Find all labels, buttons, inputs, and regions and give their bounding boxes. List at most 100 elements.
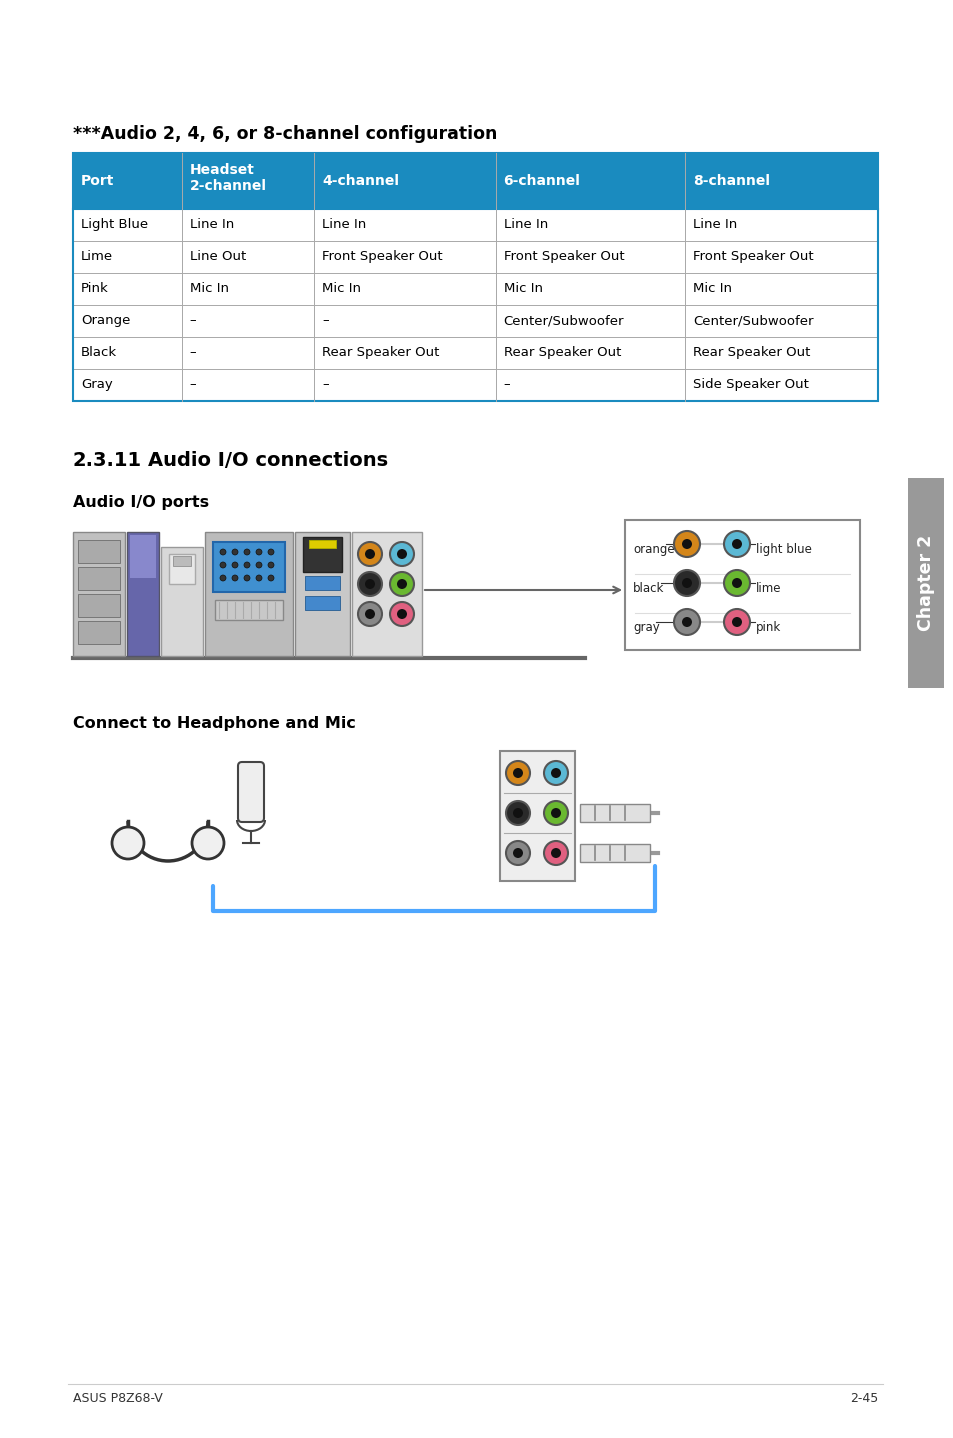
Bar	[352, 532, 421, 656]
Bar	[907, 477, 943, 687]
Text: Connect to Headphone and Mic: Connect to Headphone and Mic	[73, 716, 355, 731]
Circle shape	[357, 572, 381, 595]
Text: Rear Speaker Out: Rear Speaker Out	[692, 347, 809, 360]
Circle shape	[551, 808, 560, 818]
Text: Line In: Line In	[692, 219, 737, 232]
Bar	[181, 209, 314, 242]
Text: ASUS P8Z68-V: ASUS P8Z68-V	[73, 1392, 163, 1405]
Circle shape	[232, 575, 237, 581]
Circle shape	[390, 603, 414, 626]
Bar	[309, 541, 335, 548]
Circle shape	[268, 549, 274, 555]
Bar	[205, 532, 293, 656]
Text: Audio I/O connections: Audio I/O connections	[148, 452, 388, 470]
Bar	[684, 370, 877, 401]
Text: Line In: Line In	[190, 219, 233, 232]
Bar	[496, 209, 684, 242]
Bar	[496, 305, 684, 336]
Text: Mic In: Mic In	[322, 282, 361, 295]
Bar	[314, 152, 496, 209]
Text: lime: lime	[755, 581, 781, 594]
Bar	[305, 595, 339, 610]
Text: Center/Subwoofer: Center/Subwoofer	[692, 313, 813, 326]
Circle shape	[723, 610, 749, 636]
Text: Mic In: Mic In	[190, 282, 229, 295]
Circle shape	[244, 549, 250, 555]
Text: Rear Speaker Out: Rear Speaker Out	[322, 347, 439, 360]
Bar	[73, 336, 181, 370]
Bar	[684, 242, 877, 273]
Text: Chapter 2: Chapter 2	[916, 535, 934, 631]
Bar	[181, 370, 314, 401]
Circle shape	[268, 575, 274, 581]
Bar	[496, 242, 684, 273]
Text: –: –	[503, 378, 510, 391]
Circle shape	[365, 610, 375, 618]
Text: 2.3.11: 2.3.11	[73, 452, 142, 470]
Bar	[684, 209, 877, 242]
Circle shape	[673, 569, 700, 595]
Bar	[579, 804, 649, 823]
Text: Light Blue: Light Blue	[81, 219, 148, 232]
Circle shape	[396, 610, 407, 618]
Bar	[213, 542, 285, 592]
Circle shape	[268, 562, 274, 568]
Circle shape	[505, 761, 530, 785]
Text: 2-channel: 2-channel	[190, 178, 267, 193]
Text: gray: gray	[633, 621, 659, 634]
Text: Port: Port	[81, 174, 114, 188]
Circle shape	[731, 578, 741, 588]
Circle shape	[543, 801, 567, 825]
Text: Orange: Orange	[81, 313, 131, 326]
Bar	[305, 577, 339, 590]
Bar	[73, 242, 181, 273]
Circle shape	[505, 801, 530, 825]
Circle shape	[513, 848, 522, 858]
Circle shape	[192, 827, 224, 858]
Text: Lime: Lime	[81, 250, 113, 263]
Circle shape	[357, 542, 381, 567]
Circle shape	[513, 768, 522, 778]
Circle shape	[255, 549, 262, 555]
Circle shape	[731, 539, 741, 549]
Text: Front Speaker Out: Front Speaker Out	[692, 250, 813, 263]
Bar	[73, 305, 181, 336]
FancyBboxPatch shape	[237, 762, 264, 823]
Text: –: –	[322, 313, 329, 326]
Text: Gray: Gray	[81, 378, 112, 391]
Bar	[181, 273, 314, 305]
Bar	[496, 336, 684, 370]
Circle shape	[681, 578, 691, 588]
Bar	[314, 305, 496, 336]
Bar	[181, 336, 314, 370]
Circle shape	[673, 610, 700, 636]
Text: –: –	[322, 378, 329, 391]
Circle shape	[220, 575, 226, 581]
Text: Audio I/O ports: Audio I/O ports	[73, 495, 209, 510]
Bar	[73, 152, 877, 401]
Bar	[294, 532, 350, 656]
Circle shape	[220, 562, 226, 568]
Text: Line In: Line In	[503, 219, 547, 232]
Text: Center/Subwoofer: Center/Subwoofer	[503, 313, 623, 326]
Circle shape	[396, 549, 407, 559]
Bar	[314, 336, 496, 370]
Circle shape	[723, 531, 749, 557]
Text: Front Speaker Out: Front Speaker Out	[322, 250, 442, 263]
Circle shape	[673, 531, 700, 557]
Text: Line Out: Line Out	[190, 250, 246, 263]
Bar	[181, 152, 314, 209]
Text: Front Speaker Out: Front Speaker Out	[503, 250, 623, 263]
Text: –: –	[190, 347, 196, 360]
Bar	[172, 557, 191, 567]
Text: Mic In: Mic In	[692, 282, 731, 295]
Text: orange: orange	[633, 542, 674, 555]
Circle shape	[220, 549, 226, 555]
Bar	[73, 152, 181, 209]
Circle shape	[112, 827, 144, 858]
Bar	[73, 273, 181, 305]
Circle shape	[731, 617, 741, 627]
Bar	[579, 844, 649, 861]
Bar	[181, 305, 314, 336]
Bar	[499, 751, 575, 881]
